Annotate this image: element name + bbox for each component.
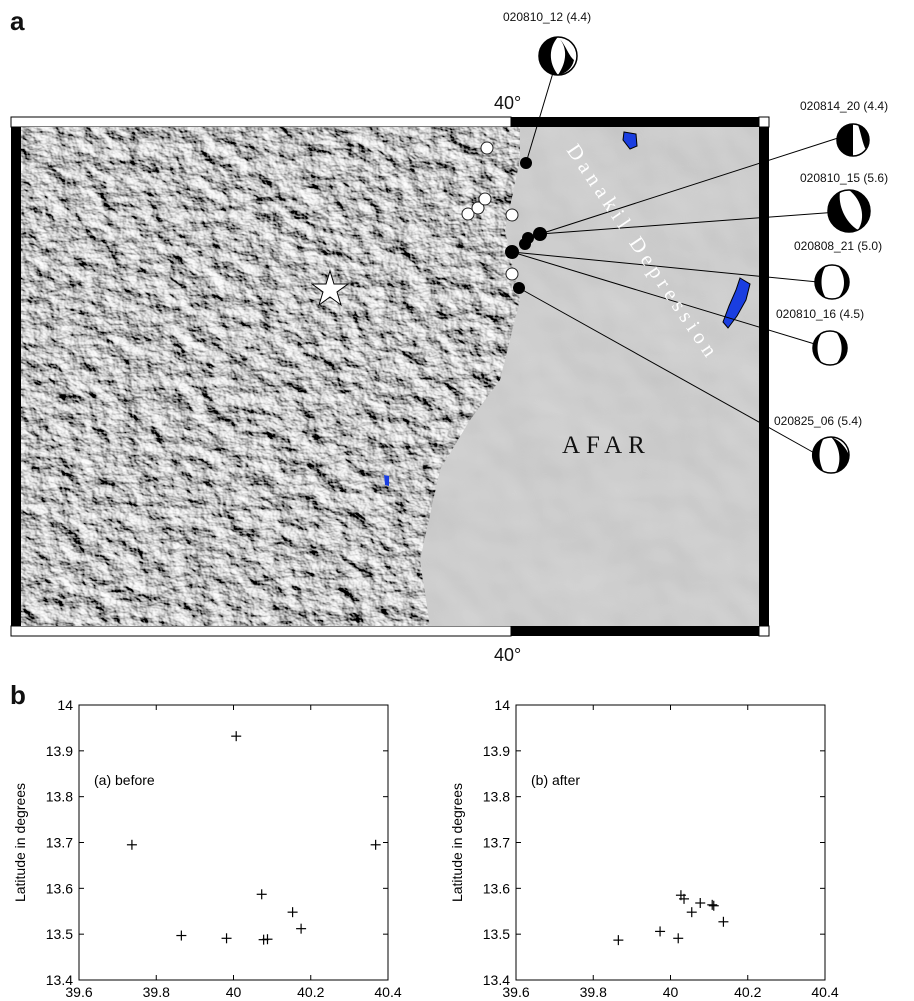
data-point [231, 731, 242, 742]
plot-frame [78, 704, 389, 981]
x-tick-label: 40 [663, 984, 679, 1000]
focal-mechanism-4 [814, 264, 850, 300]
y-tick-label: 13.9 [483, 743, 510, 759]
y-tick-label: 13.8 [483, 789, 510, 805]
x-axis-label: Longitude in degrees [605, 999, 736, 1000]
scatter-plot-2: 39.6 39.8 40 40.2 40.4 13.4 13.5 13.6 13.7 13.8 13… [449, 697, 839, 1000]
data-point [707, 899, 718, 910]
data-point [673, 933, 684, 944]
focal-mechanism-2 [836, 123, 870, 157]
y-tick-label: 13.7 [46, 835, 73, 851]
plot-frame [515, 704, 826, 981]
x-tick-label: 40.2 [297, 984, 324, 1000]
shaded-relief-map: AFAR Danakil Depression [10, 36, 871, 637]
data-point [613, 935, 624, 946]
region-label: AFAR [562, 432, 651, 459]
x-axis-label: Longitude in degrees [168, 999, 299, 1000]
beachball-leaders [511, 55, 839, 456]
event-label: 020810_15 (5.6) [800, 171, 889, 185]
scatter-plot-1: 39.6 39.8 40 40.2 40.4 13.4 13.5 13.6 13.7 13.8 13… [12, 697, 402, 1000]
event-label: 020810_16 (4.5) [776, 307, 865, 321]
event-label: 020810_12 (4.4) [503, 10, 592, 24]
x-tick-label: 40.4 [374, 984, 401, 1000]
data-point [221, 933, 232, 944]
event-label: 020825_06 (5.4) [774, 414, 863, 428]
epicenter-filled-circles [505, 157, 547, 294]
y-tick-label: 13.6 [46, 880, 73, 896]
data-point [296, 923, 307, 934]
y-tick-label: 14 [494, 697, 510, 713]
y-tick-label: 14 [57, 697, 73, 713]
x-tick-label: 40.4 [811, 984, 838, 1000]
y-axis-label: Latitude in degrees [449, 783, 465, 902]
focal-mechanism-6 [811, 436, 850, 474]
data-point [126, 839, 137, 850]
y-tick-label: 13.5 [483, 926, 510, 942]
event-label: 020808_21 (5.0) [794, 239, 883, 253]
data-point [718, 916, 729, 927]
x-tick-label: 40 [226, 984, 242, 1000]
data-point [655, 926, 666, 937]
data-point [686, 907, 697, 918]
data-point [256, 889, 267, 900]
x-tick-label: 39.6 [502, 984, 529, 1000]
map-bottom-tick-label: 40° [494, 645, 522, 665]
y-tick-label: 13.4 [483, 972, 510, 988]
data-point [708, 900, 719, 911]
y-tick-label: 13.6 [483, 880, 510, 896]
focal-mechanism-5 [812, 330, 848, 366]
lake-shape [622, 131, 638, 150]
focal-mechanism-3 [827, 189, 871, 233]
plot-annotation: (b) after [531, 772, 580, 788]
x-tick-label: 40.2 [734, 984, 761, 1000]
x-tick-label: 39.6 [65, 984, 92, 1000]
epicenter-open-circles [461, 141, 519, 281]
x-tick-label: 39.8 [143, 984, 170, 1000]
focal-mechanism-1 [538, 36, 578, 76]
lake-shape [384, 475, 389, 486]
panel-a-letter: a [10, 6, 25, 36]
panel-b-letter: b [10, 680, 26, 710]
data-point [287, 907, 298, 918]
data-point [176, 930, 187, 941]
scatter-plots: 39.6 39.8 40 40.2 40.4 13.4 13.5 13.6 13.7 13.8 13… [12, 697, 839, 1000]
x-tick-label: 39.8 [580, 984, 607, 1000]
y-axis-label: Latitude in degrees [12, 783, 28, 902]
y-tick-label: 13.7 [483, 835, 510, 851]
y-tick-label: 13.8 [46, 789, 73, 805]
data-point [695, 898, 706, 908]
data-point [262, 934, 273, 945]
lake-shape [722, 277, 751, 329]
y-tick-label: 13.9 [46, 743, 73, 759]
data-point [679, 893, 690, 904]
data-point [370, 839, 381, 850]
y-tick-label: 13.5 [46, 926, 73, 942]
y-tick-label: 13.4 [46, 972, 73, 988]
map-top-tick-label: 40° [494, 93, 522, 113]
star-marker [310, 269, 350, 307]
event-label: 020814_20 (4.4) [800, 99, 889, 113]
plot-annotation: (a) before [94, 772, 155, 788]
